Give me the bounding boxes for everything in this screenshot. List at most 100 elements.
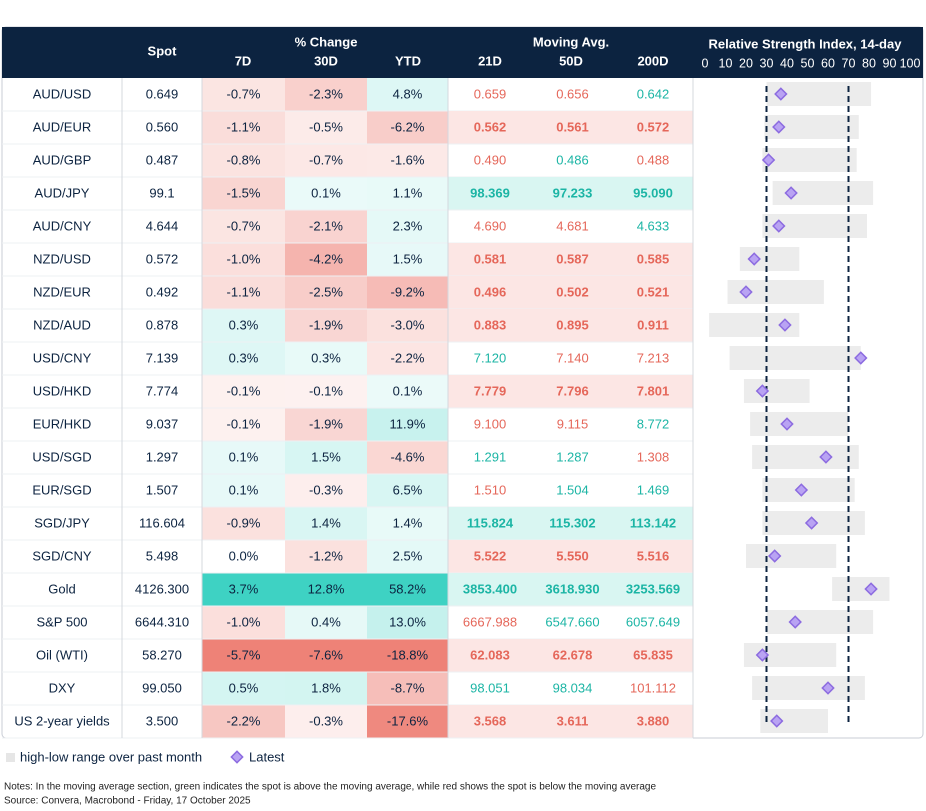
cell: 3853.400 xyxy=(463,581,517,596)
cell: -5.7% xyxy=(227,647,261,662)
cell: -0.7% xyxy=(227,218,261,233)
cell: 0.3% xyxy=(229,350,259,365)
cell: 95.090 xyxy=(633,185,673,200)
cell: -0.1% xyxy=(227,383,261,398)
ma-bg xyxy=(448,507,693,540)
header: Spot xyxy=(148,43,178,58)
row-label: NZD/USD xyxy=(33,251,91,266)
cell: -18.8% xyxy=(387,647,429,662)
legend-label: Latest xyxy=(249,749,285,764)
cell: -0.9% xyxy=(227,515,261,530)
cell: -1.9% xyxy=(309,317,343,332)
cell: -9.2% xyxy=(391,284,425,299)
cell-bg xyxy=(202,606,285,639)
cell-bg xyxy=(367,375,448,408)
latest-marker xyxy=(821,681,835,695)
cell-bg xyxy=(367,177,448,210)
latest-marker xyxy=(788,615,802,629)
cell: 0.502 xyxy=(556,284,589,299)
latest-marker xyxy=(739,285,753,299)
cell-bg xyxy=(285,111,367,144)
ma-bg xyxy=(448,573,693,606)
cell-bg xyxy=(285,375,367,408)
cell: 116.604 xyxy=(139,515,185,530)
cell: 101.112 xyxy=(630,680,676,695)
row-label: NZD/EUR xyxy=(33,284,91,299)
cell: 0.496 xyxy=(474,284,507,299)
cell-bg xyxy=(367,639,448,672)
cell: -0.1% xyxy=(309,383,343,398)
cell: 58.270 xyxy=(142,647,182,662)
cell-bg xyxy=(285,177,367,210)
cell: 1.469 xyxy=(637,482,670,497)
header: 200D xyxy=(637,53,668,68)
header: 7D xyxy=(235,53,252,68)
ma-bg xyxy=(448,276,693,309)
cell: 1.510 xyxy=(474,482,507,497)
cell: 0.488 xyxy=(637,152,670,167)
cell: 7.779 xyxy=(474,383,507,398)
cell: 3.7% xyxy=(229,581,259,596)
cell-bg xyxy=(202,243,285,276)
cell: -2.3% xyxy=(309,86,343,101)
x-tick-label: 90 xyxy=(883,56,897,70)
cell: -0.1% xyxy=(227,416,261,431)
cell: -1.0% xyxy=(227,251,261,266)
cell: 9.115 xyxy=(557,416,589,431)
cell: 58.2% xyxy=(389,581,426,596)
cell-bg xyxy=(285,705,367,738)
x-tick-label: 80 xyxy=(862,56,876,70)
cell: 8.772 xyxy=(637,416,670,431)
cell-bg xyxy=(367,144,448,177)
cell: -0.5% xyxy=(309,119,343,134)
cell-bg xyxy=(367,540,448,573)
ma-bg xyxy=(448,540,693,573)
row-label: AUD/USD xyxy=(33,86,92,101)
header: YTD xyxy=(395,53,421,68)
cell: 0.492 xyxy=(146,284,179,299)
cell: 0.3% xyxy=(229,317,259,332)
cell-bg xyxy=(285,276,367,309)
cell: 0.911 xyxy=(637,317,669,332)
cell: 3.611 xyxy=(557,713,589,728)
cell: 1.1% xyxy=(393,185,423,200)
range-bar xyxy=(746,544,837,568)
cell-bg xyxy=(367,78,448,111)
range-bar xyxy=(762,478,855,502)
cell: -1.0% xyxy=(227,614,261,629)
cell-bg xyxy=(202,639,285,672)
cell-bg xyxy=(367,474,448,507)
cell: -3.0% xyxy=(391,317,425,332)
cell: 0.562 xyxy=(474,119,507,134)
latest-marker xyxy=(770,714,784,728)
cell: 1.8% xyxy=(311,680,341,695)
x-tick-label: 60 xyxy=(821,56,835,70)
range-bar xyxy=(762,148,857,172)
cell: -8.7% xyxy=(391,680,425,695)
cell: 7.213 xyxy=(637,350,670,365)
ma-bg xyxy=(448,243,693,276)
cell: 7.801 xyxy=(637,383,670,398)
cell-bg xyxy=(367,111,448,144)
cell-bg xyxy=(367,672,448,705)
cell: 4.690 xyxy=(474,218,507,233)
range-bar xyxy=(743,379,810,403)
cell: -1.1% xyxy=(227,284,261,299)
cell-bg xyxy=(367,309,448,342)
header: 30D xyxy=(314,53,338,68)
header: % Change xyxy=(295,34,358,49)
cell: 1.504 xyxy=(556,482,589,497)
latest-marker xyxy=(747,252,761,266)
cell: -0.7% xyxy=(227,86,261,101)
row-label: S&P 500 xyxy=(36,614,87,629)
cell: 98.051 xyxy=(470,680,510,695)
cell-bg xyxy=(285,408,367,441)
latest-marker xyxy=(784,186,798,200)
cell-bg xyxy=(367,243,448,276)
cell: 5.522 xyxy=(474,548,507,563)
cell: 1.287 xyxy=(556,449,589,464)
row-label: USD/CNY xyxy=(33,350,92,365)
cell-bg xyxy=(202,441,285,474)
row-label: USD/SGD xyxy=(32,449,91,464)
